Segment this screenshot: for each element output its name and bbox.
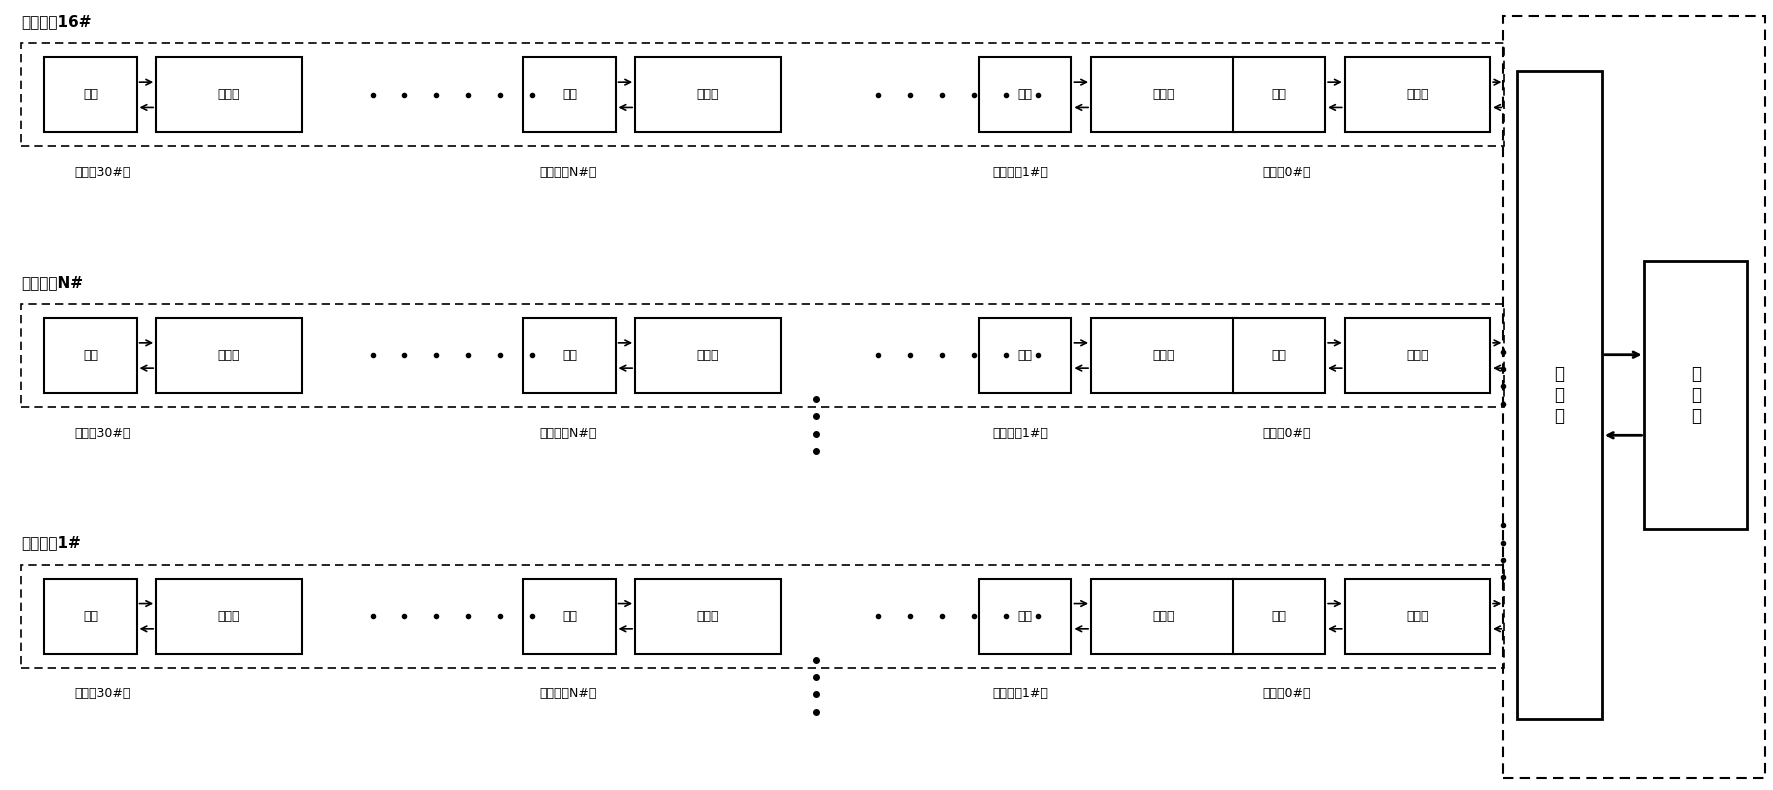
Bar [1516, 71, 1601, 719]
Text: 水下拖缆1#: 水下拖缆1# [21, 536, 82, 551]
Bar [1232, 578, 1324, 654]
Text: 传输包: 传输包 [1406, 88, 1427, 101]
Text: 中间包（1#）: 中间包（1#） [991, 166, 1048, 179]
Text: 阵元: 阵元 [1018, 88, 1032, 101]
Bar [156, 58, 301, 133]
Text: 阵元: 阵元 [562, 610, 576, 623]
Bar [44, 578, 137, 654]
Bar [1090, 318, 1236, 393]
Text: 传输包: 传输包 [1406, 610, 1427, 623]
Bar [1644, 261, 1746, 529]
Text: 阵元: 阵元 [1271, 349, 1285, 362]
Text: 传输包: 传输包 [697, 349, 718, 362]
Bar [635, 318, 780, 393]
Text: 阵元: 阵元 [83, 349, 98, 362]
Bar [21, 304, 1504, 407]
Bar [44, 58, 137, 133]
Text: 传输包: 传输包 [218, 610, 239, 623]
Text: 尾包（30#）: 尾包（30#） [74, 427, 131, 439]
Text: 头包（0#）: 头包（0#） [1261, 427, 1310, 439]
Text: 传输包: 传输包 [1152, 349, 1174, 362]
Text: 头包（0#）: 头包（0#） [1261, 166, 1310, 179]
Bar [635, 578, 780, 654]
Text: 水下拖缆16#: 水下拖缆16# [21, 14, 92, 29]
Bar [635, 58, 780, 133]
Bar [979, 58, 1071, 133]
Text: 阵元: 阵元 [83, 610, 98, 623]
Text: 采
集
卡: 采 集 卡 [1553, 365, 1564, 425]
Text: 传输包: 传输包 [218, 88, 239, 101]
Text: 水下拖缆N#: 水下拖缆N# [21, 275, 83, 290]
Text: 阵元: 阵元 [1018, 349, 1032, 362]
Bar [156, 578, 301, 654]
Text: 主
控
机: 主 控 机 [1690, 365, 1700, 425]
Text: 传输包: 传输包 [218, 349, 239, 362]
Text: 传输包: 传输包 [1406, 349, 1427, 362]
Bar [979, 578, 1071, 654]
Bar [979, 318, 1071, 393]
Text: 阵元: 阵元 [1271, 88, 1285, 101]
Bar [1090, 58, 1236, 133]
Text: 传输包: 传输包 [1152, 610, 1174, 623]
Bar [523, 58, 615, 133]
Text: 阵元: 阵元 [562, 88, 576, 101]
Text: 传输包: 传输包 [1152, 88, 1174, 101]
Text: 阵元: 阵元 [1271, 610, 1285, 623]
Text: 中间包（1#）: 中间包（1#） [991, 687, 1048, 700]
Bar [1090, 578, 1236, 654]
Text: 尾包（30#）: 尾包（30#） [74, 166, 131, 179]
Text: 中间包（N#）: 中间包（N#） [539, 427, 596, 439]
Text: 尾包（30#）: 尾包（30#） [74, 687, 131, 700]
Text: 中间包（N#）: 中间包（N#） [539, 687, 596, 700]
Bar [1344, 318, 1489, 393]
Text: 阵元: 阵元 [1018, 610, 1032, 623]
Bar [1344, 578, 1489, 654]
Bar [44, 318, 137, 393]
Text: 阵元: 阵元 [562, 349, 576, 362]
Bar [523, 318, 615, 393]
Text: 中间包（N#）: 中间包（N#） [539, 166, 596, 179]
Text: 传输包: 传输包 [697, 88, 718, 101]
Text: 传输包: 传输包 [697, 610, 718, 623]
Bar [523, 578, 615, 654]
Bar [1502, 16, 1764, 778]
Bar [21, 43, 1504, 146]
Bar [1344, 58, 1489, 133]
Bar [156, 318, 301, 393]
Bar [1232, 318, 1324, 393]
Text: 阵元: 阵元 [83, 88, 98, 101]
Bar [1232, 58, 1324, 133]
Bar [21, 565, 1504, 668]
Text: 中间包（1#）: 中间包（1#） [991, 427, 1048, 439]
Text: 头包（0#）: 头包（0#） [1261, 687, 1310, 700]
